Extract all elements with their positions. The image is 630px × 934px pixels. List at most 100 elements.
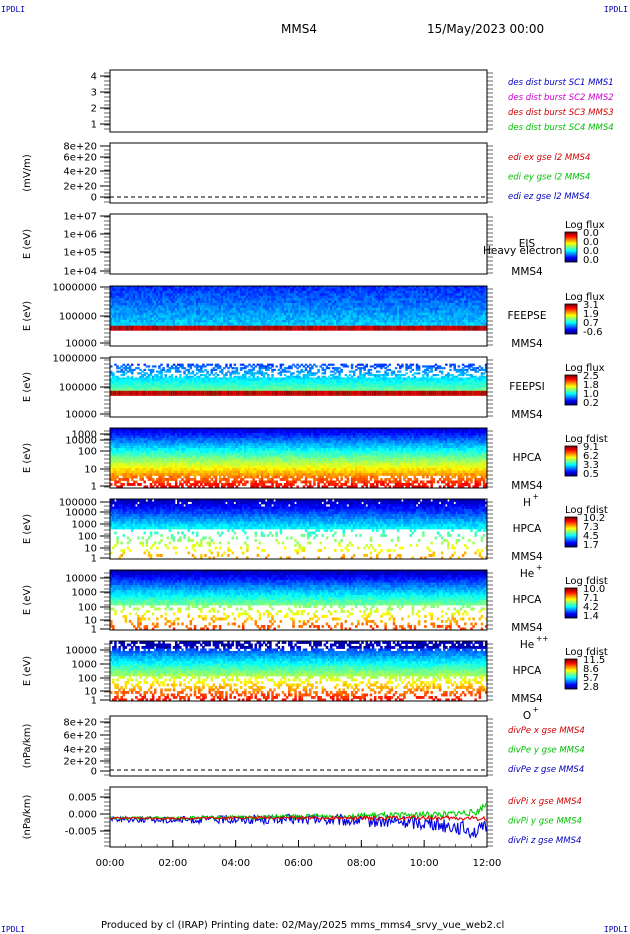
spectrogram-cell — [271, 370, 274, 373]
spectrogram-cell — [468, 312, 471, 316]
spectrogram-cell — [432, 286, 436, 289]
spectrogram-cell — [248, 293, 251, 297]
spectrogram-cell — [283, 370, 287, 373]
spectrogram-cell — [185, 317, 188, 321]
spectrogram-cell — [405, 325, 408, 331]
spectrogram-cell — [193, 319, 197, 323]
spectrogram-cell — [292, 295, 295, 299]
spectrogram-cell — [241, 315, 245, 318]
spectrogram-cell — [151, 379, 155, 382]
spectrogram-cell — [128, 377, 132, 380]
spectrogram-cell — [160, 377, 163, 380]
spectrogram-cell — [124, 288, 128, 292]
spectrogram-cell — [166, 286, 170, 289]
spectrogram-cell — [216, 317, 220, 321]
spectrogram-cell — [210, 390, 214, 396]
spectrogram-cell — [457, 307, 461, 311]
spectrogram-cell — [206, 319, 209, 323]
spectrogram-cell — [342, 288, 345, 292]
spectrogram-cell — [248, 390, 251, 396]
spectrogram-cell — [197, 293, 201, 297]
spectrogram-cell — [306, 317, 310, 321]
spectrogram-cell — [355, 307, 358, 311]
spectrogram-cell — [141, 322, 144, 326]
spectrogram-cell — [166, 389, 170, 392]
spectrogram-cell — [258, 372, 262, 375]
spectrogram-cell — [239, 295, 243, 299]
spectrogram-cell — [160, 307, 163, 311]
colorbar-stripe — [565, 307, 577, 309]
spectrogram-cell — [114, 319, 117, 323]
spectrogram-cell — [187, 298, 190, 301]
spectrogram-cell — [321, 307, 325, 311]
spectrogram-cell — [241, 312, 245, 316]
spectrogram-cell — [206, 384, 209, 387]
spectrogram-cell — [298, 305, 301, 309]
spectrogram-cell — [118, 380, 121, 384]
spectrogram-cell — [480, 307, 484, 311]
spectrogram-cell — [267, 374, 270, 377]
spectrogram-cell — [237, 319, 241, 323]
spectrogram-cell — [202, 379, 205, 382]
spectrogram-cell — [394, 310, 398, 314]
spectrogram-cell — [267, 315, 270, 318]
spectrogram-cell — [210, 382, 214, 385]
spectrogram-cell — [114, 290, 117, 294]
spectrogram-cell — [350, 295, 354, 299]
spectrogram-cell — [151, 307, 155, 311]
spectrogram-cell — [244, 310, 247, 314]
spectrogram-cell — [200, 368, 203, 371]
spectrogram-cell — [124, 377, 128, 380]
spectrogram-cell — [334, 319, 337, 323]
spectrogram-cell — [218, 290, 222, 294]
spectrogram-cell — [445, 305, 448, 309]
spectrogram-cell — [484, 315, 488, 318]
spectrogram-cell — [223, 288, 226, 292]
spectrogram-cell — [137, 305, 140, 309]
spectrogram-cell — [378, 295, 381, 299]
spectrogram-cell — [283, 377, 287, 380]
spectrogram-cell — [130, 387, 134, 391]
spectrogram-cell — [363, 302, 366, 306]
spectrogram-cell — [411, 295, 415, 299]
spectrogram-cell — [294, 295, 297, 299]
spectrogram-cell — [237, 300, 241, 304]
spectrogram-cell — [120, 290, 123, 294]
spectrogram-cell — [438, 319, 442, 323]
spectrogram-cell — [164, 286, 167, 289]
spectrogram-cell — [428, 305, 431, 309]
spectrogram-cell — [231, 290, 234, 294]
spectrogram-cell — [128, 367, 132, 370]
spectrogram-cell — [256, 310, 260, 314]
spectrogram-cell — [187, 365, 190, 368]
spectrogram-cell — [392, 286, 396, 289]
spectrogram-cell — [200, 322, 203, 326]
spectrogram-cell — [329, 305, 333, 309]
spectrogram-cell — [283, 290, 287, 294]
spectrogram-cell — [135, 377, 138, 380]
spectrogram-cell — [181, 300, 184, 304]
spectrogram-cell — [135, 319, 138, 323]
spectrogram-cell — [149, 382, 153, 385]
spectrogram-cell — [352, 322, 356, 326]
spectrogram-cell — [149, 310, 153, 314]
spectrogram-cell — [260, 379, 264, 382]
colorbar-stripe — [565, 240, 577, 242]
spectrogram-cell — [428, 315, 431, 318]
spectrogram-cell — [183, 322, 186, 326]
spectrogram-cell — [239, 315, 243, 318]
spectrogram-cell — [390, 319, 394, 323]
spectrogram-cell — [296, 370, 299, 373]
spectrogram-cell — [256, 298, 260, 301]
spectrogram-cell — [168, 379, 172, 382]
spectrogram-cell — [394, 315, 398, 318]
spectrogram-cell — [392, 312, 396, 316]
spectrogram-cell — [443, 293, 446, 297]
spectrogram-cell — [478, 298, 482, 301]
spectrogram-cell — [248, 372, 251, 375]
spectrogram-cell — [197, 375, 201, 378]
spectrogram-cell — [288, 288, 291, 292]
spectrogram-cell — [323, 310, 327, 314]
spectrogram-cell — [223, 386, 226, 389]
spectrogram-cell — [156, 319, 159, 323]
